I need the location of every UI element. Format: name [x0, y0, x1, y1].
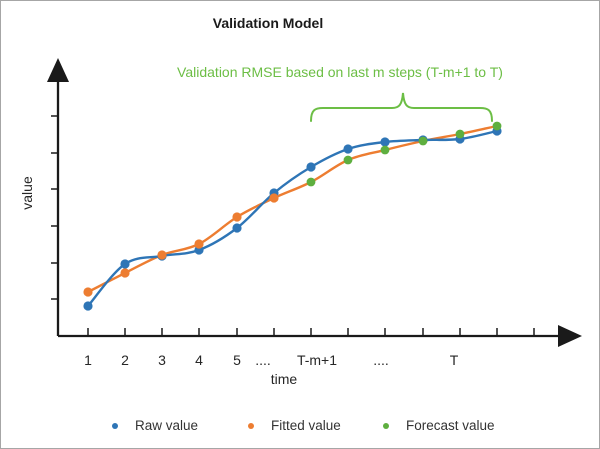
- x-tick-label: T-m+1: [297, 352, 337, 368]
- chart-title: Validation Model: [212, 15, 324, 31]
- fitted-point: [83, 287, 93, 297]
- validation-rmse-annotation: Validation RMSE based on last m steps (T…: [177, 64, 503, 80]
- x-axis-arrowhead-icon: [558, 325, 582, 347]
- legend-item-fitted: Fitted value: [248, 418, 341, 433]
- fitted-point: [157, 250, 167, 260]
- legend-label-raw: Raw value: [135, 418, 199, 433]
- legend-item-forecast: Forecast value: [383, 418, 495, 433]
- forecast-value-legend-dot-icon: [383, 422, 389, 429]
- raw-point: [232, 223, 242, 233]
- fitted-forecast-curve: [86, 124, 499, 294]
- forecast-point: [343, 155, 353, 165]
- legend-label-fitted: Fitted value: [271, 418, 341, 433]
- y-axis-arrowhead-icon: [47, 58, 69, 82]
- forecast-point: [380, 145, 390, 155]
- forecast-point: [306, 177, 316, 187]
- legend-item-raw: Raw value: [112, 418, 198, 433]
- y-axis-title: value: [19, 176, 35, 210]
- forecast-point: [418, 136, 428, 146]
- raw-point: [306, 162, 316, 172]
- x-tick-label: ....: [255, 352, 271, 368]
- fitted-point: [232, 212, 242, 222]
- raw-point: [380, 137, 390, 147]
- fitted-point: [194, 239, 204, 249]
- raw-point: [120, 259, 130, 269]
- x-tick-label: 5: [233, 352, 241, 368]
- x-tick-label: 4: [195, 352, 203, 368]
- x-axis-title: time: [270, 371, 298, 387]
- x-tick-label: 1: [84, 352, 92, 368]
- x-tick-label: 3: [158, 352, 166, 368]
- raw-curve: [86, 129, 499, 308]
- x-tick-label: T: [450, 352, 459, 368]
- fitted-point: [269, 193, 279, 203]
- validation-range-brace: [310, 92, 493, 122]
- fitted-value-legend-dot-icon: [248, 422, 254, 429]
- raw-point: [343, 144, 353, 154]
- forecast-point: [492, 121, 502, 131]
- raw-value-legend-dot-icon: [112, 422, 118, 429]
- x-tick-label: 2: [121, 352, 129, 368]
- fitted-point: [120, 268, 130, 278]
- raw-point: [83, 301, 93, 311]
- x-tick-label: ....: [373, 352, 389, 368]
- forecast-point: [455, 129, 465, 139]
- legend-label-forecast: Forecast value: [406, 418, 495, 433]
